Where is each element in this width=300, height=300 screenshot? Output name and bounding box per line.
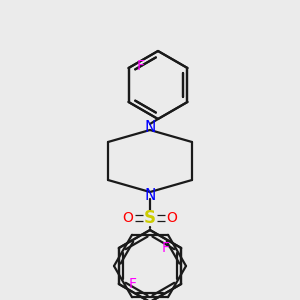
Text: N: N bbox=[144, 188, 156, 202]
Text: F: F bbox=[129, 277, 137, 291]
Text: O: O bbox=[123, 211, 134, 225]
Text: S: S bbox=[144, 209, 156, 227]
Text: F: F bbox=[136, 59, 145, 73]
Text: N: N bbox=[144, 119, 156, 134]
Text: O: O bbox=[167, 211, 177, 225]
Text: F: F bbox=[161, 241, 169, 255]
